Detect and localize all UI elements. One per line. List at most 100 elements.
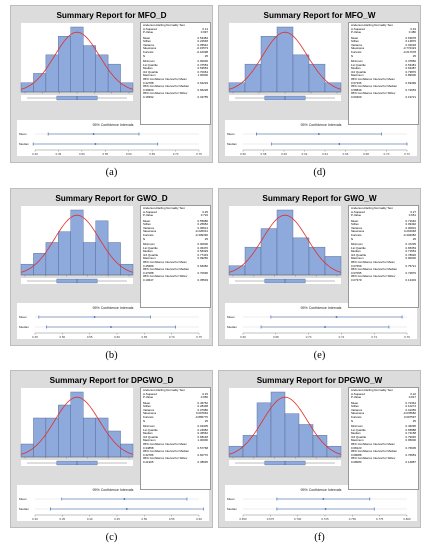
stats-row: 0.09469 0.19721 bbox=[351, 94, 416, 100]
stats-key: Maximum bbox=[143, 73, 156, 78]
histogram-bar bbox=[324, 82, 342, 93]
panel-plot: 0.480.560.640.720.800.8895% Confidence I… bbox=[225, 206, 417, 339]
stats-table: Anderson-Darling Normality Test A-Squared… bbox=[140, 22, 211, 125]
stats-key: 0.08083 bbox=[351, 459, 362, 464]
stats-row: 0.39600 0.66228 bbox=[143, 88, 208, 93]
stats-value: 0.53481 bbox=[405, 62, 416, 67]
stats-row: 0.42788 0.62229 bbox=[143, 81, 208, 86]
stats-key: P-Value bbox=[351, 213, 362, 218]
ci-tick-label: 0.75 bbox=[196, 335, 202, 339]
ci-row-label: Median bbox=[19, 142, 29, 146]
stats-row: 1st Quartile 0.36470 bbox=[143, 246, 208, 251]
stats-row: Median 0.72158 bbox=[351, 432, 416, 436]
stats-value: 0.09492 bbox=[405, 222, 416, 227]
ci-tick-label: 0.70 bbox=[169, 335, 175, 339]
ci-tick-label: 0.65 bbox=[142, 335, 148, 339]
stats-value: 0.37553 bbox=[197, 62, 208, 67]
panel-letter: (e) bbox=[313, 350, 326, 361]
stats-value: 0.99256 bbox=[197, 256, 208, 261]
stats-row: A-Squared 0.15 bbox=[143, 392, 208, 397]
stats-value: 0.22 bbox=[410, 391, 416, 396]
ci-row-label: Mean bbox=[19, 497, 27, 501]
stats-value: 0.65353 bbox=[405, 245, 416, 250]
stats-key: Kurtosis bbox=[351, 415, 362, 420]
stats-key: Maximum bbox=[351, 438, 364, 443]
stats-row: Maximum 1.00000 bbox=[143, 74, 208, 78]
stats-key: 0.21905 bbox=[143, 459, 154, 464]
summary-report-panel: Summary Report for DPGWO_D 0.00.20.40.60.… bbox=[10, 370, 213, 528]
ci-point bbox=[93, 316, 96, 318]
stats-row: Minimum 0.37860 bbox=[351, 60, 416, 64]
stats-value: 0.46562 bbox=[197, 431, 208, 436]
stats-row: Mean 0.53484 bbox=[143, 36, 208, 41]
ci-row-label: Median bbox=[227, 507, 237, 511]
stats-value: -0.078682 bbox=[402, 411, 416, 416]
stats-value: 0.47205 bbox=[405, 242, 416, 247]
stats-row: Median 0.71554 bbox=[351, 250, 416, 254]
stats-heading: 95% Confidence Interval for StDev bbox=[351, 91, 396, 96]
stats-value: 25 bbox=[412, 236, 416, 241]
stats-key: Skewness bbox=[143, 46, 157, 51]
stats-value: 0.57768 bbox=[197, 445, 208, 450]
ci-tick-label: 0.70 bbox=[384, 152, 390, 156]
stats-row: Maximum 0.89000 bbox=[351, 74, 416, 78]
stats-row: 3rd Quartile 0.70064 bbox=[143, 70, 208, 75]
stats-row: Kurtosis -0.404082 bbox=[351, 233, 416, 238]
stats-row: Minimum 0.00000 bbox=[143, 60, 208, 64]
stats-key: Mean bbox=[351, 35, 359, 40]
stats-value: 25 bbox=[412, 418, 416, 423]
ci-tick-label: 0.65 bbox=[149, 152, 155, 156]
stats-row: Mean 0.71640 bbox=[351, 219, 416, 224]
histogram-bar bbox=[58, 231, 71, 276]
stats-value: 0.14876 bbox=[405, 39, 416, 44]
ci-point bbox=[317, 133, 320, 135]
ci-row-label: Median bbox=[227, 325, 237, 329]
stats-value: 0.73876 bbox=[405, 69, 416, 74]
stats-key: 3rd Quartile bbox=[143, 434, 159, 439]
stats-key: Minimum bbox=[143, 242, 155, 247]
stats-key: 0.18392 bbox=[143, 94, 154, 99]
histogram-bar bbox=[70, 391, 84, 458]
stats-value: 0.00000 bbox=[197, 59, 208, 64]
stats-key: 3rd Quartile bbox=[351, 252, 367, 257]
stats-heading: Anderson-Darling Normality Test bbox=[351, 23, 393, 27]
ci-tick-label: 0.62 bbox=[302, 152, 308, 156]
panel-letter: (b) bbox=[105, 350, 118, 361]
stats-heading: 95% Confidence Interval for Mean bbox=[351, 77, 395, 82]
stats-key: N bbox=[351, 236, 354, 241]
stats-row: P-Value 0.817 bbox=[351, 396, 416, 400]
panel-plot: 0.00.20.40.60.81.095% Confidence Interva… bbox=[17, 388, 209, 521]
stats-value: 0.02405 bbox=[197, 424, 208, 429]
histogram-bar bbox=[312, 435, 328, 458]
stats-key: Mean bbox=[143, 218, 151, 223]
histogram-bar bbox=[276, 26, 294, 93]
histogram-bar bbox=[83, 417, 96, 458]
stats-key: StDev bbox=[143, 222, 151, 227]
stats-key: A-Squared bbox=[351, 391, 365, 396]
stats-value: 0.74876 bbox=[405, 270, 416, 275]
stats-key: 3rd Quartile bbox=[351, 434, 367, 439]
stats-table: Anderson-Darling Normality Test A-Squared… bbox=[140, 205, 211, 308]
normal-curve bbox=[228, 396, 342, 455]
ci-row-label: Median bbox=[19, 507, 29, 511]
histogram-bar bbox=[308, 63, 326, 93]
histogram-bar bbox=[58, 404, 71, 458]
stats-value: 0.07980 bbox=[197, 407, 208, 412]
stats-key: 0.09469 bbox=[351, 94, 362, 99]
stats-value: 0.69499 bbox=[405, 80, 416, 85]
stats-row: 1st Quartile 0.53481 bbox=[351, 62, 416, 68]
ci-tick-label: 0.72 bbox=[404, 152, 410, 156]
stats-value: 0.90000 bbox=[405, 256, 416, 261]
stats-key: Median bbox=[143, 66, 153, 71]
stats-key: 0.34858 bbox=[143, 445, 154, 450]
stats-value: -0.017078 bbox=[402, 50, 416, 55]
stats-row: 0.67095 0.74876 bbox=[351, 270, 416, 276]
ci-row-label: Median bbox=[19, 325, 29, 329]
stats-key: Kurtosis bbox=[143, 415, 154, 420]
histogram-bar bbox=[33, 417, 47, 458]
stats-value: -0.404082 bbox=[402, 233, 416, 238]
ci-row-label: Mean bbox=[19, 132, 27, 136]
histogram-bar bbox=[228, 265, 246, 276]
ci-title: 95% Confidence Intervals bbox=[301, 306, 342, 310]
histogram-bar bbox=[298, 424, 314, 458]
